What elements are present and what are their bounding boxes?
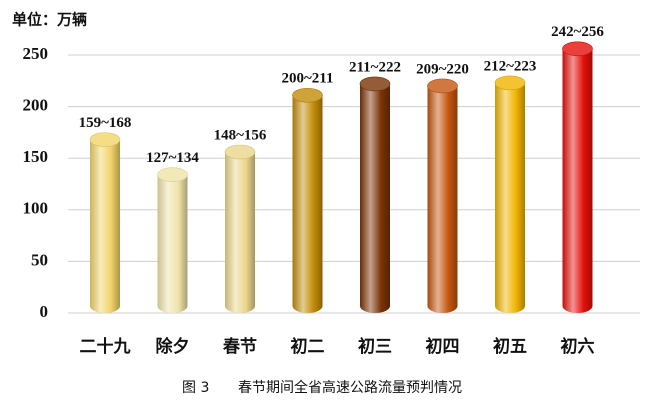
bar-cap xyxy=(494,75,526,91)
bar-cap xyxy=(157,167,188,183)
y-axis-unit: 单位：万辆 xyxy=(12,11,87,29)
value-label: 148~156 xyxy=(214,127,267,143)
bar xyxy=(562,48,593,314)
value-label: 200~211 xyxy=(282,71,334,87)
bar xyxy=(292,95,323,313)
x-tick-label: 二十九 xyxy=(80,336,131,356)
x-tick-label: 初六 xyxy=(561,336,595,356)
value-label: 212~223 xyxy=(484,58,537,74)
value-label: 159~168 xyxy=(79,115,132,131)
bar-cap xyxy=(562,41,593,57)
bar xyxy=(360,83,390,314)
bar xyxy=(90,139,120,313)
x-tick-label: 初四 xyxy=(426,336,460,356)
value-label: 127~134 xyxy=(146,150,199,166)
y-tick-label: 200 xyxy=(23,96,49,115)
x-tick-label: 初二 xyxy=(291,336,325,356)
x-tick-label: 初五 xyxy=(493,336,527,356)
x-tick-label: 初三 xyxy=(358,336,392,356)
value-label: 242~256 xyxy=(551,24,604,40)
bar xyxy=(427,85,458,314)
bar-cap xyxy=(292,87,323,103)
x-tick-label: 除夕 xyxy=(156,336,190,356)
bar-cap xyxy=(89,132,121,147)
bar xyxy=(225,152,255,313)
y-tick-label: 250 xyxy=(23,44,49,63)
bar-cap xyxy=(427,78,458,94)
bar-cap xyxy=(359,76,391,92)
figure-label: 图 3 xyxy=(182,380,209,396)
y-tick-label: 150 xyxy=(23,147,49,166)
y-tick-label: 0 xyxy=(40,302,49,321)
x-tick-label: 春节 xyxy=(223,336,257,356)
y-tick-label: 100 xyxy=(23,199,49,218)
bar xyxy=(495,82,525,313)
value-label: 209~220 xyxy=(416,61,469,77)
chart-title: 春节期间全省高速公路流量预判情况 xyxy=(238,379,462,396)
y-tick-label: 50 xyxy=(31,250,48,269)
value-label: 211~222 xyxy=(349,59,401,75)
bar-cap xyxy=(224,144,256,160)
bar xyxy=(157,174,188,313)
